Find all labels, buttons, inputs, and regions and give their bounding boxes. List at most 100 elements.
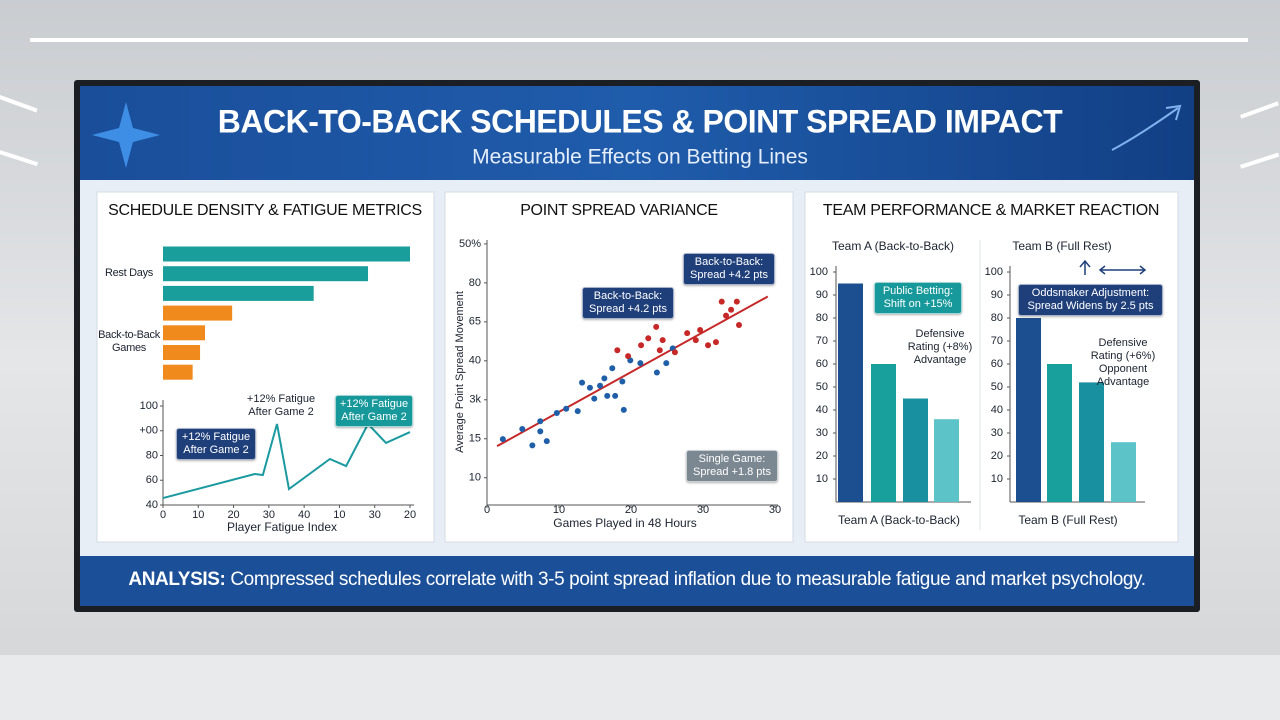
arrow-icon	[1079, 259, 1091, 275]
floor	[0, 655, 1280, 720]
y-tick-label: 90	[816, 289, 828, 301]
point	[656, 347, 663, 354]
point	[543, 438, 550, 445]
point	[620, 406, 627, 413]
y-tick-label: 20	[816, 450, 828, 462]
x-tick-label: 30	[263, 509, 275, 521]
y-tick-label: 50	[991, 381, 1003, 393]
y-tick-label: 40	[991, 404, 1003, 416]
bar	[1047, 364, 1072, 502]
x-tick-label: 20	[227, 509, 239, 521]
y-tick-label: 30	[816, 427, 828, 439]
y-tick-label: 100	[810, 266, 828, 278]
side-light	[0, 150, 39, 167]
point	[529, 442, 536, 449]
x-tick-label: 30	[697, 504, 709, 516]
arrow-icon	[1165, 104, 1182, 121]
y-tick-label: 60	[816, 358, 828, 370]
point	[625, 353, 632, 360]
bar	[1016, 318, 1041, 502]
y-tick-label: 80	[469, 277, 481, 289]
bar	[838, 283, 863, 502]
x-tick-label: 10	[192, 509, 204, 521]
point	[579, 379, 586, 386]
y-tick-label: 40	[146, 499, 158, 511]
point	[601, 375, 608, 382]
point	[499, 436, 506, 443]
point	[736, 321, 742, 328]
x-axis-label: Team B (Full Rest)	[1018, 513, 1117, 527]
chart-title: Team B (Full Rest)	[1012, 239, 1111, 253]
panel	[444, 191, 794, 543]
point	[733, 298, 740, 305]
arrow-icon	[1098, 265, 1147, 275]
x-tick-label: 30	[369, 509, 381, 521]
point	[553, 410, 560, 417]
point	[604, 392, 611, 399]
footer-label: ANALYSIS:	[128, 569, 226, 590]
y-tick-label: 60	[991, 358, 1003, 370]
chart-title: Team A (Back-to-Back)	[832, 239, 954, 253]
header-band	[80, 86, 1194, 180]
x-tick-label: 30	[769, 504, 781, 516]
x-axis-label: Games Played in 48 Hours	[553, 516, 696, 530]
point	[728, 306, 735, 313]
panel-title: POINT SPREAD VARIANCE	[520, 202, 718, 219]
bar	[163, 246, 410, 262]
x-tick-label: 0	[160, 509, 166, 521]
point	[563, 405, 570, 412]
point	[659, 337, 666, 344]
x-tick-label: 20	[625, 504, 637, 516]
bar	[871, 364, 896, 502]
point	[637, 360, 644, 367]
y-tick-label: 40	[469, 355, 481, 367]
point	[697, 327, 704, 334]
side-light	[1240, 152, 1280, 169]
panel-title: TEAM PERFORMANCE & MARKET REACTION	[823, 202, 1159, 219]
point	[692, 337, 699, 344]
bar	[163, 266, 369, 282]
line	[162, 422, 411, 500]
y-tick-label: 30	[991, 427, 1003, 439]
point	[653, 369, 660, 376]
point	[614, 347, 621, 354]
footer-text: Compressed schedules correlate with 3-5 …	[230, 569, 1146, 590]
y-tick-label: 40	[816, 404, 828, 416]
bar	[163, 305, 233, 321]
y-tick-label: 60	[146, 474, 158, 486]
x-tick-label: 40	[298, 509, 310, 521]
bar	[163, 325, 205, 341]
bar	[1111, 442, 1136, 502]
y-tick-label: 100	[140, 400, 158, 412]
point	[645, 335, 652, 342]
point	[684, 330, 691, 337]
y-tick-label: 20	[991, 450, 1003, 462]
y-tick-label: 10	[469, 472, 481, 484]
point	[574, 408, 581, 415]
footer: ANALYSIS: Compressed schedules correlate…	[80, 556, 1194, 604]
subtitle: Measurable Effects on Betting Lines	[472, 146, 808, 169]
x-tick-label: 10	[553, 504, 565, 516]
x-tick-label: 0	[484, 504, 490, 516]
point	[597, 382, 604, 389]
point	[586, 384, 593, 391]
y-tick-label: 65	[469, 316, 481, 328]
bar	[163, 345, 201, 360]
point	[609, 365, 616, 372]
y-tick-label: 70	[991, 335, 1003, 347]
point	[671, 349, 678, 356]
y-tick-label: +00	[139, 425, 158, 437]
footer-band	[80, 556, 1194, 606]
arrow-icon	[1111, 107, 1179, 151]
bar	[163, 285, 314, 301]
y-tick-label: 80	[816, 312, 828, 324]
point	[653, 323, 660, 330]
y-tick-label: 50%	[459, 238, 481, 250]
x-axis-label: Player Fatigue Index	[227, 520, 337, 534]
point	[619, 378, 626, 385]
point	[591, 395, 598, 402]
y-tick-label: 3k	[469, 394, 481, 406]
bar	[903, 398, 928, 502]
point	[612, 392, 619, 399]
y-tick-label: 80	[991, 312, 1003, 324]
